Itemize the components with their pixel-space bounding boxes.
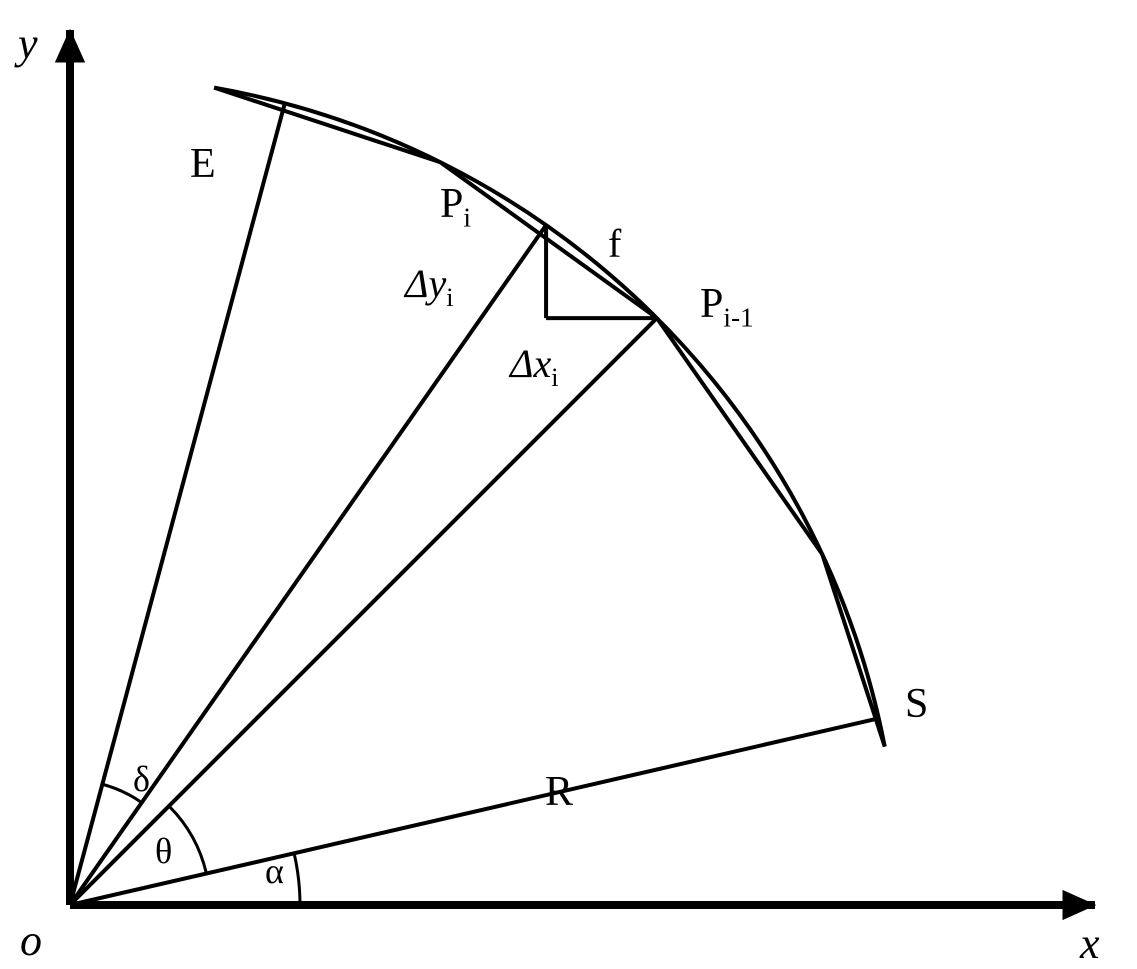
delta-y-label: Δyi — [405, 260, 453, 313]
point-S-label: S — [905, 680, 928, 728]
delta-x-label: Δxi — [510, 340, 558, 393]
y-axis-label: y — [18, 18, 38, 69]
angle-alpha-label: α — [265, 850, 284, 892]
chord-f-label: f — [608, 220, 621, 267]
point-E-label: E — [190, 140, 216, 188]
angle-theta-label: θ — [155, 830, 172, 872]
radius-R-label: R — [545, 768, 573, 816]
angle-delta-label: δ — [133, 758, 150, 800]
geometry-diagram — [0, 0, 1137, 964]
origin-label: o — [20, 915, 42, 966]
x-axis-label: x — [1080, 918, 1100, 969]
point-Pi-label: Pi — [440, 180, 471, 233]
point-Pi-1-label: Pi-1 — [700, 280, 754, 333]
